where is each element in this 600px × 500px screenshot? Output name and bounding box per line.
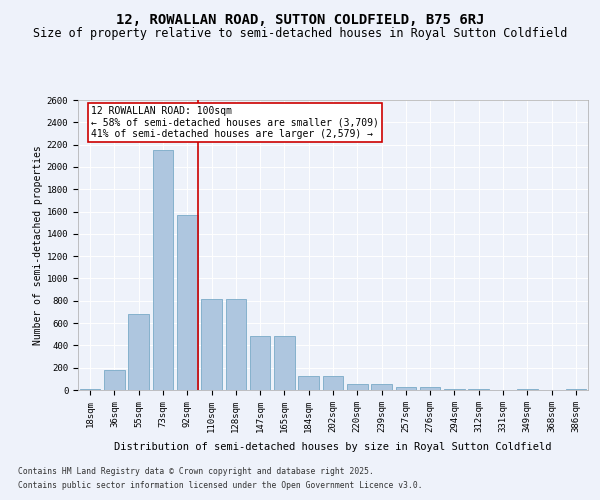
Bar bbox=[395, 386, 416, 390]
Bar bbox=[128, 314, 149, 390]
Bar bbox=[274, 336, 295, 390]
Text: Contains public sector information licensed under the Open Government Licence v3: Contains public sector information licen… bbox=[18, 481, 422, 490]
Text: Contains HM Land Registry data © Crown copyright and database right 2025.: Contains HM Land Registry data © Crown c… bbox=[18, 467, 374, 476]
Text: Distribution of semi-detached houses by size in Royal Sutton Coldfield: Distribution of semi-detached houses by … bbox=[114, 442, 552, 452]
Text: 12, ROWALLAN ROAD, SUTTON COLDFIELD, B75 6RJ: 12, ROWALLAN ROAD, SUTTON COLDFIELD, B75… bbox=[116, 12, 484, 26]
Y-axis label: Number of semi-detached properties: Number of semi-detached properties bbox=[32, 145, 43, 345]
Bar bbox=[80, 389, 100, 390]
Bar bbox=[444, 389, 465, 390]
Bar bbox=[201, 298, 222, 390]
Bar bbox=[298, 376, 319, 390]
Bar bbox=[152, 150, 173, 390]
Text: Size of property relative to semi-detached houses in Royal Sutton Coldfield: Size of property relative to semi-detach… bbox=[33, 28, 567, 40]
Bar bbox=[104, 370, 125, 390]
Bar bbox=[177, 215, 197, 390]
Bar bbox=[420, 386, 440, 390]
Text: 12 ROWALLAN ROAD: 100sqm
← 58% of semi-detached houses are smaller (3,709)
41% o: 12 ROWALLAN ROAD: 100sqm ← 58% of semi-d… bbox=[91, 106, 379, 139]
Bar bbox=[323, 376, 343, 390]
Bar bbox=[250, 336, 271, 390]
Bar bbox=[371, 384, 392, 390]
Bar bbox=[347, 384, 368, 390]
Bar bbox=[226, 298, 246, 390]
